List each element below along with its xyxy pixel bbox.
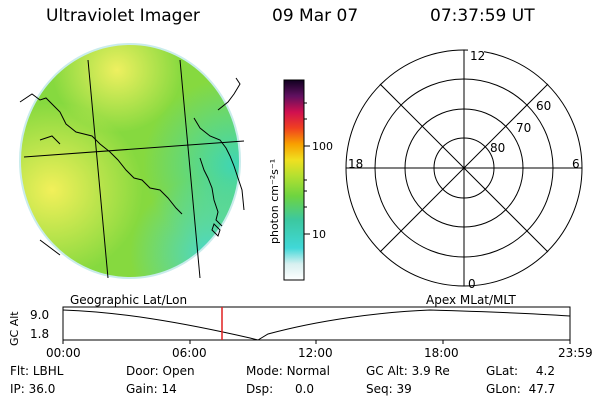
app-title: Ultraviolet Imager (46, 6, 200, 26)
polar-grid (345, 49, 583, 287)
x-tick-0600: 06:00 (172, 346, 207, 360)
info-ip: IP: 36.0 (10, 382, 56, 396)
uv-image-panel (19, 43, 245, 279)
polar-plot: 12 18 6 0 60 70 80 (345, 48, 583, 290)
timeline-right-title: Apex MLat/MLT (426, 293, 516, 307)
info-seq: Seq: 39 (366, 382, 412, 396)
info-gain: Gain: 14 (126, 382, 177, 396)
colorbar-unit-label: photon cm⁻²s⁻¹ (268, 159, 281, 244)
colorbar-tick-100: 100 (312, 140, 333, 153)
timeline-left-title: Geographic Lat/Lon (70, 293, 188, 307)
mlt-label-12: 12 (470, 49, 485, 63)
x-tick-2359: 23:59 (558, 346, 593, 360)
x-tick-0000: 00:00 (46, 346, 81, 360)
timeline-axis-label: GC Alt (8, 311, 21, 346)
x-tick-1200: 12:00 (298, 346, 333, 360)
mlt-label-18: 18 (348, 157, 363, 171)
altitude-curve (62, 309, 571, 341)
info-gc-alt: GC Alt: 3.9 Re (366, 364, 450, 378)
info-glon: GLon: 47.7 (486, 382, 556, 396)
altitude-timeline: GC Alt 9.0 1.8 00:00 06:00 12:00 18:00 2… (8, 306, 593, 360)
y-tick-1-8: 1.8 (30, 327, 49, 341)
info-glat: GLat: 4.2 (486, 364, 556, 378)
date-label: 09 Mar 07 (272, 6, 359, 26)
colorbar: 100 10 photon cm⁻²s⁻¹ (268, 79, 333, 281)
disk-limb (19, 43, 241, 279)
geo-grid (23, 59, 245, 279)
info-dsp: Dsp: 0.0 (246, 382, 315, 396)
colorbar-scale (283, 79, 305, 281)
colorbar-tick-10: 10 (312, 228, 326, 241)
mlt-label-6: 6 (572, 157, 580, 171)
timeline-x-ticks (62, 340, 571, 344)
mlt-label-0: 0 (468, 277, 476, 290)
info-door: Door: Open (126, 364, 195, 378)
colorbar-ticks (304, 102, 310, 235)
info-mode: Mode: Normal (246, 364, 330, 378)
mlat-label-70: 70 (516, 121, 531, 135)
uv-disk (20, 44, 240, 278)
info-flt: Flt: LBHL (10, 364, 64, 378)
x-tick-1800: 18:00 (424, 346, 459, 360)
coastlines (19, 77, 245, 237)
y-tick-9: 9.0 (30, 308, 49, 322)
time-label: 07:37:59 UT (430, 6, 535, 26)
mlat-label-80: 80 (490, 141, 505, 155)
mlat-label-60: 60 (536, 99, 551, 113)
